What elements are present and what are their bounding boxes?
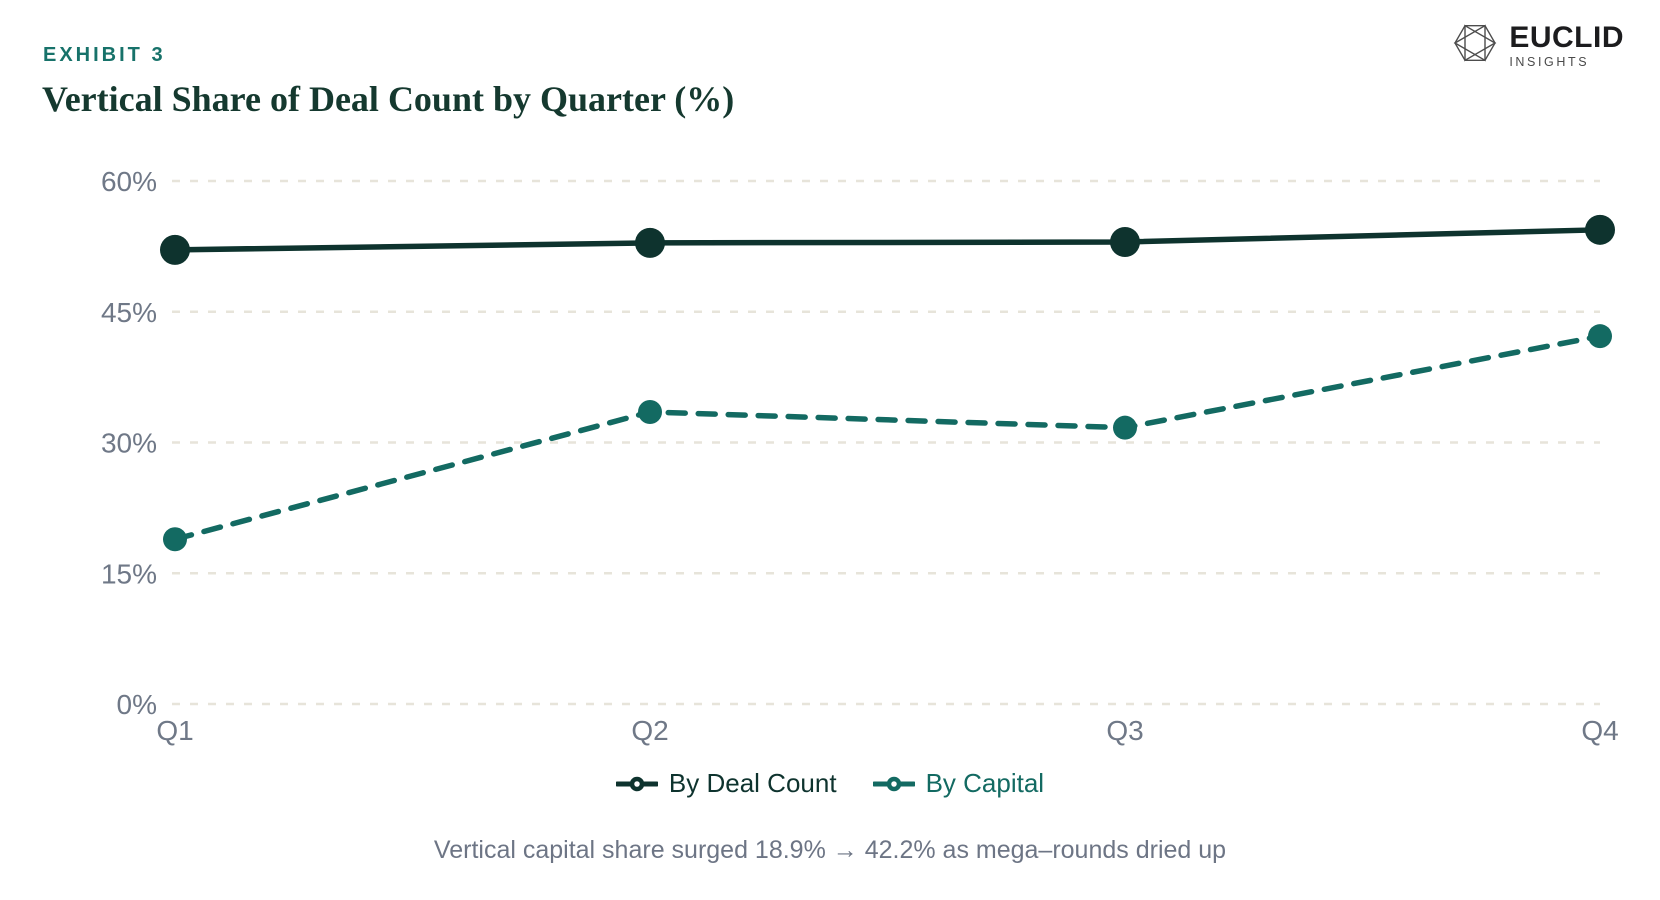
- y-tick-label: 15%: [101, 558, 157, 589]
- data-point-by-deal-count-q2: [635, 227, 665, 258]
- legend-label-by-capital: By Capital: [925, 768, 1045, 798]
- data-point-by-capital-q2: [638, 399, 662, 424]
- y-tick-label: 0%: [117, 689, 157, 720]
- legend-item-by-deal-count: By Deal Count: [615, 768, 837, 799]
- x-tick-label: Q4: [1581, 715, 1618, 746]
- data-point-by-capital-q3: [1113, 415, 1137, 440]
- brand-name: EUCLID: [1509, 20, 1624, 54]
- exhibit-label: EXHIBIT 3: [43, 44, 166, 66]
- series-line-by-deal-count: [172, 227, 1603, 253]
- data-point-by-capital-q1: [163, 527, 187, 552]
- x-tick-label: Q2: [631, 715, 668, 746]
- data-point-by-deal-count-q3: [1110, 227, 1140, 258]
- chart-legend: By Deal Count By Capital: [0, 768, 1660, 799]
- x-tick-label: Q3: [1106, 715, 1143, 746]
- icosahedron-logo-icon: [1451, 19, 1499, 72]
- page-title: Vertical Share of Deal Count by Quarter …: [42, 79, 735, 119]
- legend-marker-icon: [872, 776, 915, 791]
- brand-wordmark: EUCLID INSIGHTS: [1509, 20, 1624, 69]
- brand-tagline: INSIGHTS: [1509, 54, 1590, 69]
- data-point-by-capital-q4: [1588, 324, 1612, 349]
- chart-caption: Vertical capital share surged 18.9% → 42…: [433, 836, 1227, 864]
- series-line-by-capital: [172, 333, 1603, 543]
- y-tick-label: 45%: [101, 297, 157, 328]
- brand-logo: EUCLID INSIGHTS: [1451, 19, 1624, 72]
- legend-marker-icon: [615, 776, 658, 791]
- legend-item-by-capital: By Capital: [872, 768, 1045, 799]
- y-tick-label: 60%: [101, 166, 157, 197]
- y-tick-label: 30%: [101, 428, 157, 459]
- data-point-by-deal-count-q4: [1585, 214, 1615, 245]
- x-tick-label: Q1: [156, 715, 193, 746]
- data-point-by-deal-count-q1: [160, 234, 190, 265]
- legend-label-by-deal-count: By Deal Count: [668, 768, 837, 798]
